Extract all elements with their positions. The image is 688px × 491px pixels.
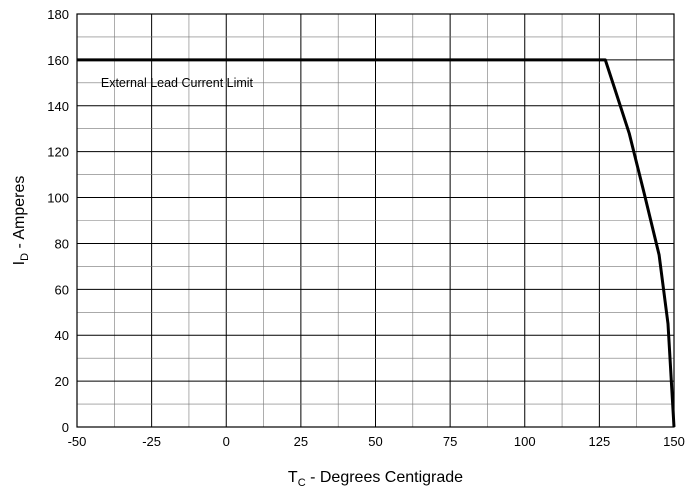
x-tick-label: 125 — [589, 434, 611, 449]
series-line — [77, 58, 676, 428]
y-tick-label: 180 — [47, 7, 69, 22]
x-tick-label: -25 — [142, 434, 161, 449]
x-tick-label: 100 — [514, 434, 536, 449]
y-axis-title-rest: - Amperes — [11, 176, 28, 253]
x-tick-label: 150 — [663, 434, 685, 449]
y-tick-labels: 0 20 40 60 80 100 120 140 160 180 — [47, 7, 69, 435]
y-tick-label: 20 — [55, 374, 69, 389]
x-axis-title-main: T — [288, 469, 298, 486]
series-layer — [77, 58, 676, 428]
x-tick-label: 75 — [443, 434, 457, 449]
x-axis-title-rest: - Degrees Centigrade — [306, 469, 464, 486]
x-tick-label: 0 — [223, 434, 230, 449]
y-tick-label: 100 — [47, 191, 69, 206]
x-axis-title: TC - Degrees Centigrade — [288, 469, 463, 489]
y-tick-label: 120 — [47, 145, 69, 160]
y-tick-label: 80 — [55, 236, 69, 251]
y-tick-label: 60 — [55, 282, 69, 297]
x-tick-label: 50 — [368, 434, 382, 449]
y-tick-label: 160 — [47, 53, 69, 68]
y-axis-title-subscript: D — [19, 253, 31, 261]
y-tick-label: 40 — [55, 328, 69, 343]
x-tick-labels: -50 -25 0 25 50 75 100 125 150 — [68, 434, 685, 449]
y-axis-title: ID - Amperes — [11, 176, 31, 266]
y-tick-label: 140 — [47, 99, 69, 114]
x-tick-label: -50 — [68, 434, 87, 449]
x-axis-title-subscript: C — [298, 477, 306, 489]
annotation-label: External Lead Current Limit — [101, 76, 254, 90]
y-axis-title-main: I — [11, 261, 28, 265]
plot-frame — [76, 13, 675, 428]
y-tick-label: 0 — [62, 420, 69, 435]
x-tick-label: 25 — [294, 434, 308, 449]
